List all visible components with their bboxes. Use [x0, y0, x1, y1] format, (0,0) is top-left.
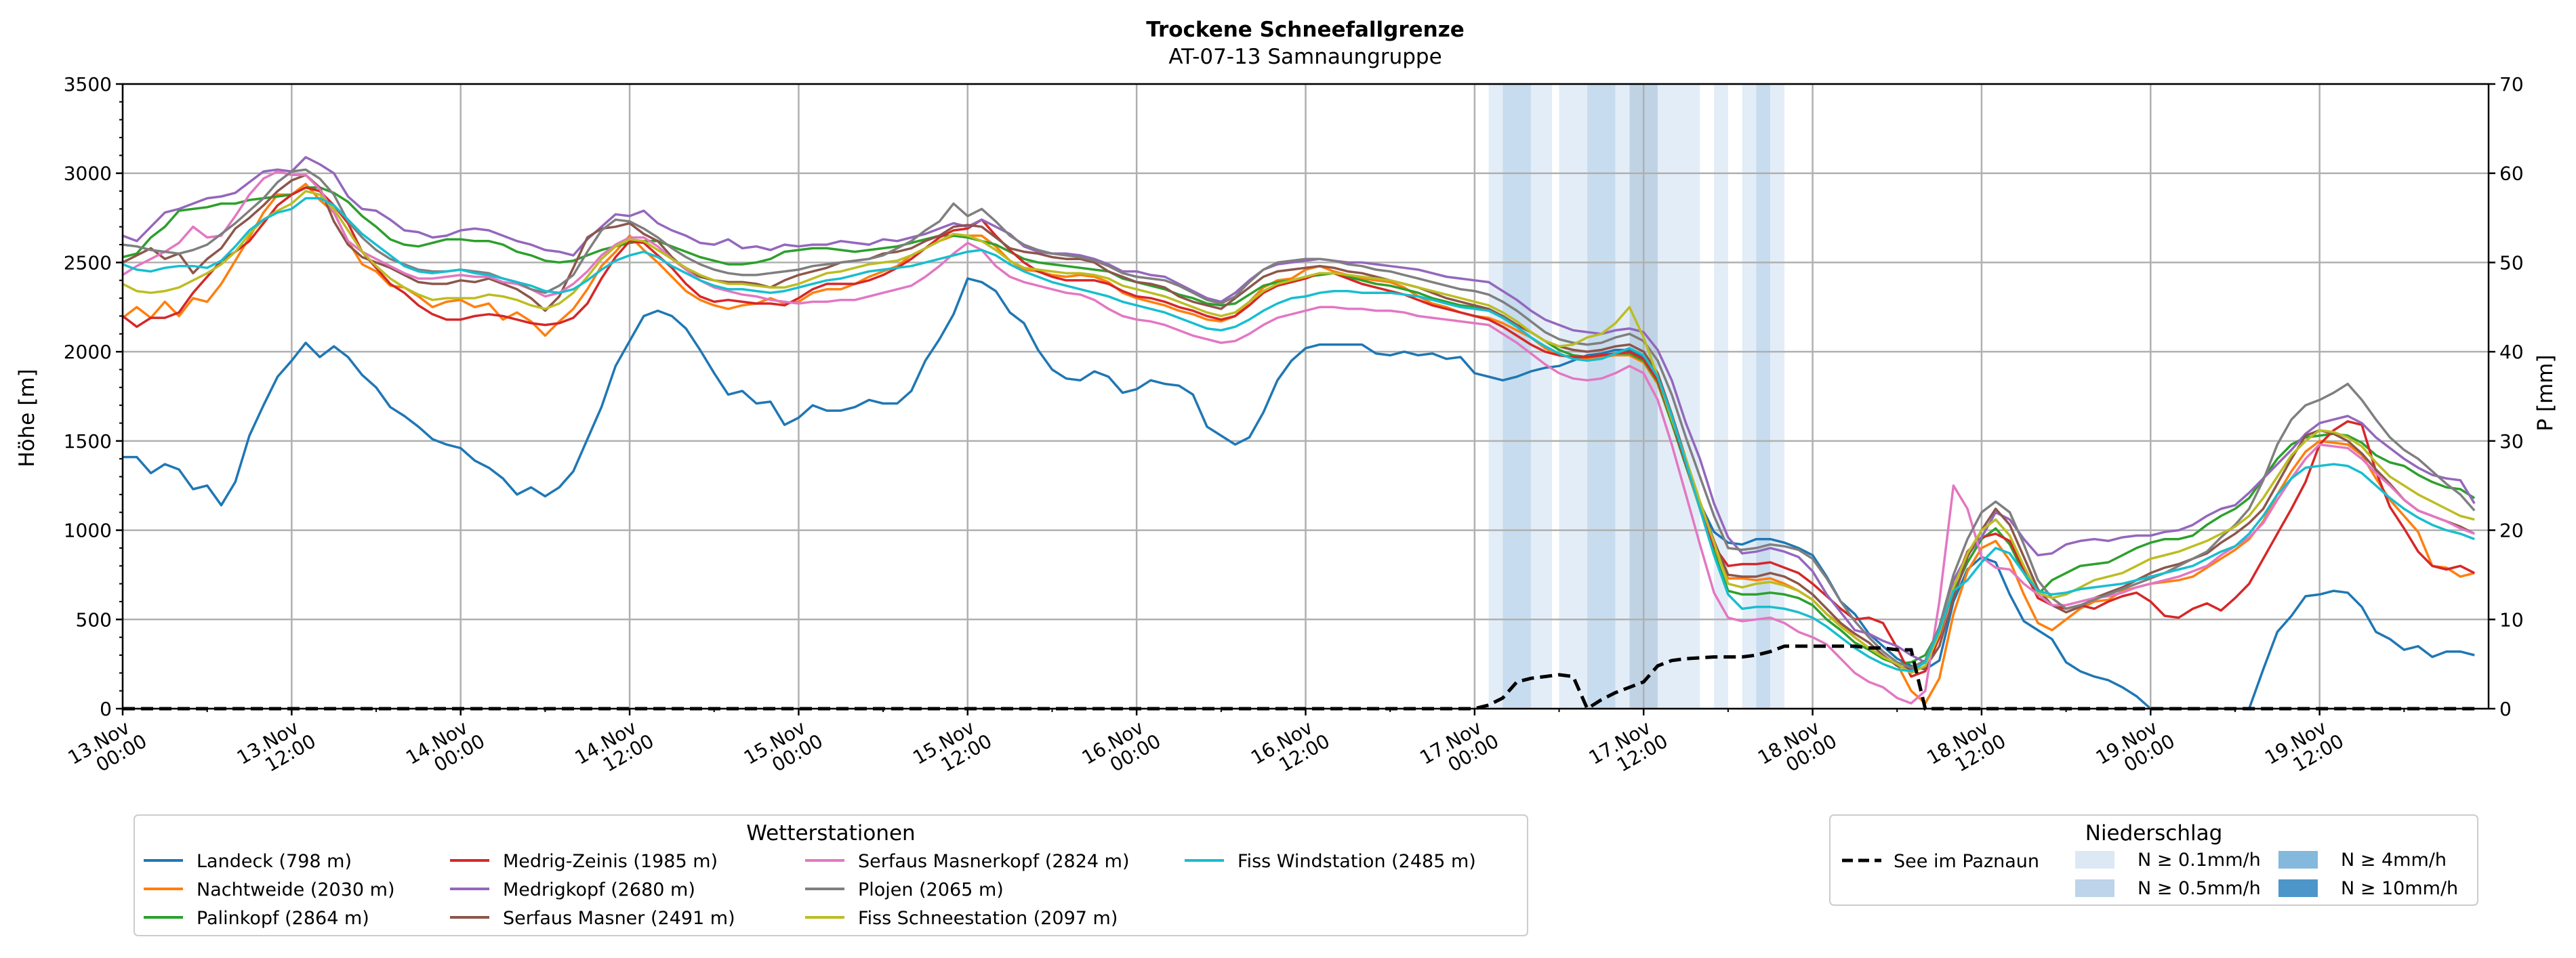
y-tick-label-7: 3500	[64, 73, 112, 96]
y-tick-label-5: 2500	[64, 251, 112, 274]
y-tick-label-6: 3000	[64, 163, 112, 185]
y2-tick-label-6: 60	[2499, 163, 2524, 185]
precip-band-2	[1530, 84, 1553, 709]
precip-band-1	[1502, 84, 1531, 709]
y2-tick-label-1: 10	[2499, 608, 2524, 631]
chart-title: Trockene Schneefallgrenze	[1146, 18, 1465, 42]
precip-legend-swatch-3	[2278, 879, 2318, 897]
series-line-9	[122, 196, 2475, 673]
y2-tick-label-4: 40	[2499, 341, 2524, 363]
precip-legend-label-0: N ≥ 0.1mm/h	[2138, 850, 2261, 871]
legend-label-3: Medrig-Zeinis (1985 m)	[503, 851, 718, 872]
precip-legend-swatch-0	[2075, 851, 2114, 869]
station-legend-title: Wetterstationen	[746, 821, 915, 846]
y-tick-label-1: 500	[76, 608, 112, 631]
precip-band-0	[1488, 84, 1503, 709]
series-line-8	[122, 190, 2475, 675]
legend-label-6: Serfaus Masnerkopf (2824 m)	[858, 851, 1129, 872]
y2-tick-label-3: 30	[2499, 430, 2524, 453]
precip-legend-label-1: N ≥ 0.5mm/h	[2138, 878, 2261, 899]
y2-tick-label-5: 50	[2499, 251, 2524, 274]
series-line-0	[123, 277, 2475, 710]
y2-axis-label: P [mm]	[2533, 354, 2558, 431]
lake-line	[123, 644, 2475, 711]
precip-band-4	[1587, 84, 1616, 709]
legend-label-9: Fiss Windstation (2485 m)	[1238, 851, 1476, 872]
station-legend-frame	[134, 814, 1528, 936]
series-line-4	[122, 156, 2476, 664]
precip-legend-title: Niederschlag	[2085, 821, 2223, 846]
y-tick-label-3: 1500	[64, 430, 112, 453]
axes: 0 500 1000 1500 2000 2500 3000 3500 0 10 20 30 40 50 6…	[64, 73, 2524, 776]
legend-label-5: Serfaus Masner (2491 m)	[503, 908, 735, 929]
y-tick-label-0: 0	[100, 698, 112, 720]
legend-label-0: Landeck (798 m)	[197, 851, 352, 872]
precip-legend: Niederschlag See im Paznaun N ≥ 0.1mm/h N…	[1829, 814, 2478, 906]
legend-label-7: Plojen (2065 m)	[858, 879, 1004, 900]
y-axis-label: Höhe [m]	[15, 369, 39, 467]
legend-label-4: Medrigkopf (2680 m)	[503, 879, 695, 900]
legend-label-2: Palinkopf (2864 m)	[197, 908, 369, 929]
y2-tick-label-0: 0	[2499, 698, 2512, 720]
precip-band-3	[1559, 84, 1588, 709]
y-tick-label-2: 1000	[64, 520, 112, 542]
y2-tick-label-2: 20	[2499, 520, 2524, 542]
y-tick-label-4: 2000	[64, 341, 112, 363]
y2-tick-label-7: 70	[2499, 73, 2524, 96]
series-line-6	[122, 170, 2475, 705]
precip-band-5	[1615, 84, 1630, 709]
precip-legend-label-3: N ≥ 10mm/h	[2341, 878, 2458, 899]
series-lines	[121, 156, 2476, 711]
chart-subtitle: AT-07-13 Samnaungruppe	[1168, 45, 1442, 69]
station-legend: Wetterstationen Landeck (798 m) Nachtweid…	[134, 814, 1528, 936]
lake-legend-label: See im Paznaun	[1894, 851, 2039, 872]
legend-label-1: Nachtweide (2030 m)	[197, 879, 394, 900]
legend-label-8: Fiss Schneestation (2097 m)	[858, 908, 1118, 929]
precip-legend-swatch-1	[2075, 879, 2114, 897]
grid	[121, 83, 2489, 710]
precip-band-11	[1770, 84, 1785, 709]
precip-band-10	[1756, 84, 1771, 709]
precipitation-bands	[1488, 84, 1785, 709]
series-line-1	[121, 182, 2475, 705]
precip-legend-swatch-2	[2278, 851, 2318, 869]
precip-band-9	[1742, 84, 1757, 709]
precip-legend-label-2: N ≥ 4mm/h	[2341, 850, 2447, 871]
